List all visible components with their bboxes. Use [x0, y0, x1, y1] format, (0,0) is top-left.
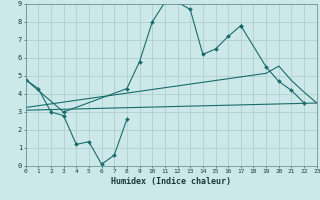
X-axis label: Humidex (Indice chaleur): Humidex (Indice chaleur) [111, 177, 231, 186]
